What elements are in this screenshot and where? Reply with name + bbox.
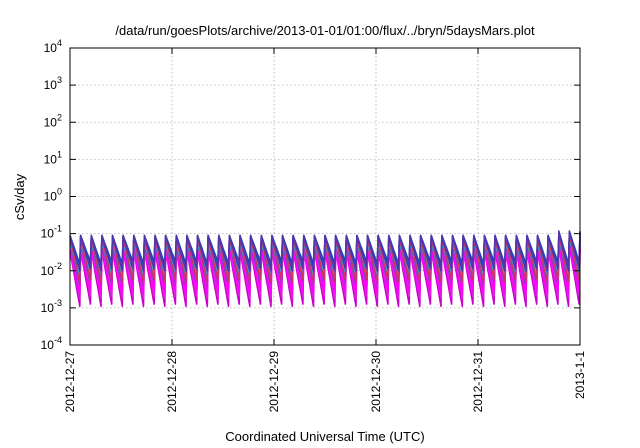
y-tick-base: 10 bbox=[44, 190, 58, 204]
y-tick-base: 10 bbox=[44, 152, 58, 166]
y-tick-exponent: 2 bbox=[57, 112, 62, 122]
y-tick-base: 10 bbox=[41, 301, 55, 315]
y-tick-exponent: -4 bbox=[54, 335, 62, 345]
y-tick-base: 10 bbox=[44, 78, 58, 92]
y-tick-label: 10-4 bbox=[41, 335, 62, 352]
y-tick-label: 104 bbox=[44, 38, 62, 55]
y-tick-label: 103 bbox=[44, 75, 62, 92]
y-tick-base: 10 bbox=[44, 115, 58, 129]
y-axis-label: cSv/day bbox=[12, 173, 27, 220]
y-tick-base: 10 bbox=[44, 41, 58, 55]
y-tick-label: 10-1 bbox=[41, 224, 62, 241]
x-tick-label: 2012-12-27 bbox=[63, 351, 77, 413]
x-axis-label: Coordinated Universal Time (UTC) bbox=[225, 429, 424, 444]
y-tick-label: 102 bbox=[44, 112, 62, 129]
y-tick-exponent: 3 bbox=[57, 75, 62, 85]
x-axis-ticks: 2012-12-27 2012-12-28 2012-12-29 2012-12-30… bbox=[63, 48, 587, 412]
y-tick-exponent: -3 bbox=[54, 298, 62, 308]
y-tick-label: 100 bbox=[44, 187, 62, 204]
y-tick-label: 10-3 bbox=[41, 298, 62, 315]
y-tick-label: 101 bbox=[44, 149, 62, 166]
y-tick-base: 10 bbox=[41, 338, 55, 352]
x-tick-label: 2012-12-30 bbox=[369, 351, 383, 413]
y-tick-exponent: 0 bbox=[57, 187, 62, 197]
series-layer bbox=[69, 230, 581, 308]
y-tick-label: 10-2 bbox=[41, 261, 62, 278]
x-tick-label: 2012-12-31 bbox=[471, 351, 485, 413]
y-tick-base: 10 bbox=[41, 227, 55, 241]
x-tick-label: 2013-1-1 bbox=[573, 351, 587, 399]
y-tick-exponent: 4 bbox=[57, 38, 62, 48]
x-tick-label: 2012-12-29 bbox=[267, 351, 281, 413]
series-line-10 bbox=[69, 231, 581, 272]
y-tick-base: 10 bbox=[41, 264, 55, 278]
y-tick-exponent: 1 bbox=[57, 149, 62, 159]
y-tick-exponent: -2 bbox=[54, 261, 62, 271]
y-tick-exponent: -1 bbox=[54, 224, 62, 234]
x-tick-label: 2012-12-28 bbox=[165, 351, 179, 413]
chart-title: /data/run/goesPlots/archive/2013-01-01/0… bbox=[115, 23, 535, 38]
